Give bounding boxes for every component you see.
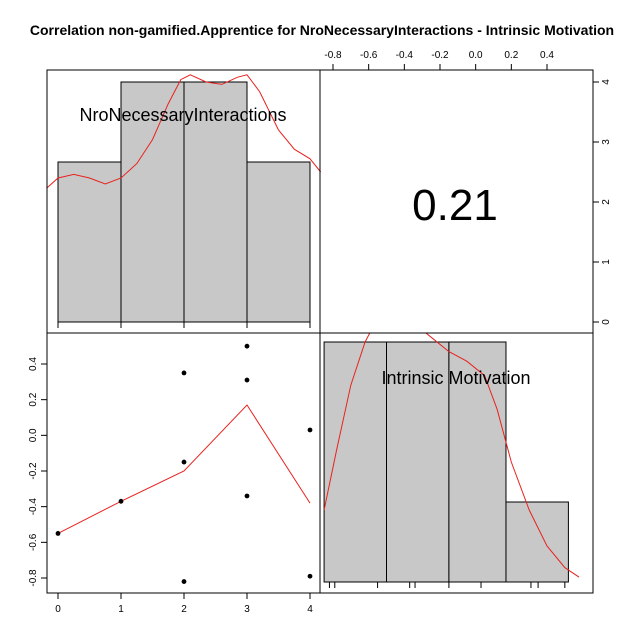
top-tick-label: -0.6 (360, 50, 378, 61)
histogram-panel-2 (323, 333, 580, 588)
scatter-point (244, 377, 250, 383)
right-tick-label: 3 (601, 139, 612, 145)
right-tick-label: 2 (601, 199, 612, 205)
left-tick-label: 0.0 (28, 428, 39, 442)
left-tick-label: -0.2 (28, 462, 39, 480)
top-tick-label: 0.2 (504, 50, 518, 61)
top-tick-label: 0.4 (540, 50, 554, 61)
panel-frame (319, 332, 594, 594)
smooth-line (57, 404, 311, 534)
variable-label-2: Intrinsic Motivation (381, 368, 530, 388)
top-tick-label: -0.8 (324, 50, 342, 61)
right-tick-label: 4 (601, 79, 612, 85)
right-tick-label: 0 (601, 319, 612, 325)
histogram-bar (57, 161, 122, 323)
left-tick-label: -0.4 (28, 498, 39, 516)
scatter-point (244, 343, 250, 349)
scatter-point (307, 427, 313, 433)
left-tick-label: -0.6 (28, 533, 39, 551)
left-tick-label: 0.2 (28, 392, 39, 406)
density-curve (46, 74, 322, 188)
scatter-point (118, 498, 124, 504)
bottom-tick-label: 2 (181, 604, 187, 615)
histogram-bar (246, 161, 311, 323)
histogram-bar (120, 81, 185, 323)
bottom-tick-label: 3 (244, 604, 250, 615)
scatter-panel (55, 343, 313, 584)
histogram-bar (505, 501, 569, 583)
top-tick-label: -0.2 (431, 50, 449, 61)
histogram-bar (386, 341, 450, 583)
chart-title: Correlation non-gamified.Apprentice for … (30, 22, 614, 38)
histogram-bar (183, 81, 248, 323)
correlation-panel: 0.21 (412, 181, 498, 230)
bottom-tick-label: 0 (55, 604, 61, 615)
scatter-point (244, 493, 250, 499)
scatter-point (181, 459, 187, 465)
left-tick-label: -0.8 (28, 569, 39, 587)
histogram-bar (448, 341, 507, 583)
right-tick-label: 1 (601, 259, 612, 265)
density-curve (323, 333, 580, 578)
variable-label-1: NroNecessaryInteractions (79, 105, 286, 125)
histogram-bar (323, 341, 388, 583)
scatter-point (181, 370, 187, 376)
axes: 0 1 2 3 4 -0.8 -0.6 -0.4 -0.2 0.0 0.2 0.4 -0.8 -0.6 -0… (28, 50, 612, 615)
bottom-tick-label: 1 (118, 604, 124, 615)
correlation-value: 0.21 (412, 181, 498, 230)
scatter-point (307, 573, 313, 579)
scatter-point (181, 579, 187, 584)
top-tick-label: 0.0 (469, 50, 483, 61)
left-tick-label: 0.4 (28, 357, 39, 371)
top-tick-label: -0.4 (396, 50, 414, 61)
bottom-tick-label: 4 (307, 604, 313, 615)
scatter-point (55, 531, 61, 536)
histogram-panel-1 (46, 74, 322, 328)
